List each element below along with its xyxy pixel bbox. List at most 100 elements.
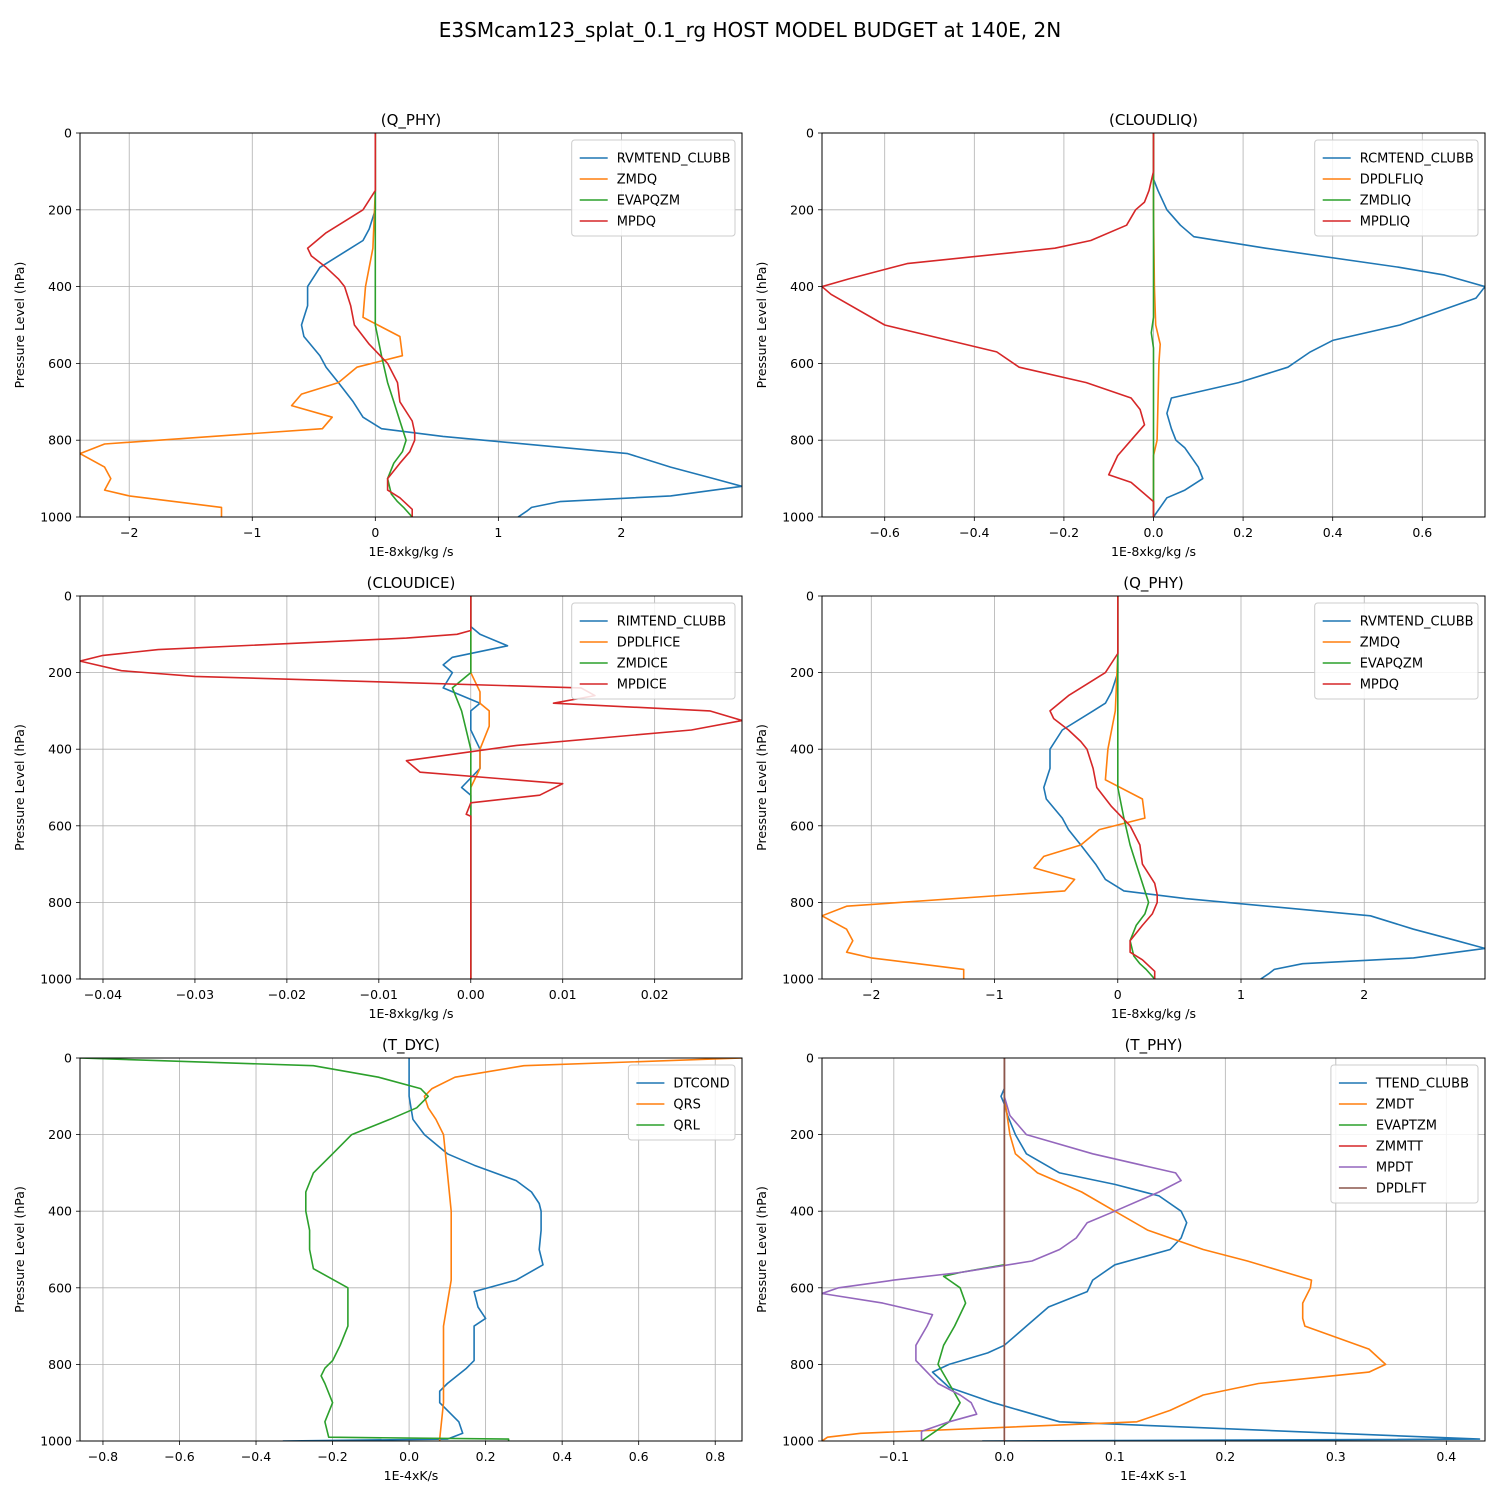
- x-tick-label: 0.8: [705, 1449, 725, 1464]
- x-tick-label: −1: [243, 525, 261, 540]
- y-tick-label: 0: [806, 589, 814, 604]
- chart-panel-2: −0.6 −0.4 −0.2 0.0 0.2 0.4 0.6 0 200 400 600 800 100…: [754, 111, 1486, 559]
- y-tick-label: 1000: [40, 510, 72, 525]
- x-tick-label: −0.8: [88, 1449, 118, 1464]
- y-tick-label: 600: [790, 818, 814, 833]
- series-group: [822, 133, 1485, 517]
- y-tick-label: 400: [790, 1204, 814, 1219]
- series-line-rcmtend_clubb: [1152, 133, 1485, 517]
- x-tick-label: 0.0: [1144, 525, 1164, 540]
- series-group: [80, 1058, 742, 1441]
- y-axis-label: Pressure Level (hPa): [754, 724, 769, 851]
- legend-frame: [1330, 1064, 1479, 1204]
- y-tick-label: 1000: [782, 510, 814, 525]
- legend-label: TTEND_CLUBB: [1375, 1077, 1469, 1092]
- y-axis-label: Pressure Level (hPa): [754, 262, 769, 389]
- panels: −2 −1 0 1 2 0 200 400 600 800 1000 (Q_PHY) 1E-8xkg/k…: [12, 111, 1486, 1483]
- legend-frame: [571, 139, 736, 237]
- axes-frame: [79, 1057, 743, 1442]
- x-axis-label: 1E-8xkg/kg /s: [369, 1006, 454, 1021]
- legend-frame: [1314, 139, 1479, 237]
- panel-title: (T_PHY): [1125, 1036, 1183, 1055]
- y-tick-label: 800: [48, 895, 72, 910]
- chart-panel-4: −2 −1 0 1 2 0 200 400 600 800 1000 (Q_PHY) 1E-8xkg/k…: [754, 574, 1486, 1021]
- series-line-evaptzm: [921, 1058, 1006, 1441]
- legend-label: RVMTEND_CLUBB: [617, 152, 731, 167]
- chart-panel-5: −0.8 −0.6 −0.4 −0.2 0.0 0.2 0.4 0.6 0.8 0 200 400 60…: [12, 1036, 743, 1483]
- x-tick-label: −2: [862, 987, 880, 1002]
- legend-label: ZMDQ: [1360, 636, 1400, 651]
- series-line-dpdlfliq: [1152, 133, 1161, 517]
- y-tick-label: 200: [790, 665, 814, 680]
- y-tick-label: 400: [790, 279, 814, 294]
- x-tick-label: 0.1: [1105, 1449, 1125, 1464]
- x-tick-label: −0.03: [176, 987, 214, 1002]
- figure-title: E3SMcam123_splat_0.1_rg HOST MODEL BUDGE…: [439, 18, 1061, 42]
- legend-label: RVMTEND_CLUBB: [1360, 615, 1474, 630]
- y-tick-label: 400: [48, 1204, 72, 1219]
- axes-frame: [821, 132, 1486, 518]
- x-tick-label: −0.01: [360, 987, 398, 1002]
- legend-label: DPDLFT: [1376, 1182, 1426, 1197]
- x-tick-label: 2: [617, 525, 625, 540]
- series-line-rvmtend_clubb: [1043, 596, 1485, 979]
- panel-title: (Q_PHY): [381, 111, 442, 130]
- series-group: [80, 133, 742, 517]
- legend-label: EVAPQZM: [617, 194, 680, 209]
- legend: RVMTEND_CLUBB ZMDQ EVAPQZM MPDQ: [571, 139, 736, 237]
- y-tick-label: 600: [48, 818, 72, 833]
- x-tick-label: −0.2: [1049, 525, 1079, 540]
- series-line-evapqzm: [374, 133, 413, 517]
- x-tick-label: 1: [1237, 987, 1245, 1002]
- series-line-ttend_clubb: [931, 1058, 1481, 1441]
- y-tick-label: 200: [48, 1127, 72, 1142]
- legend-label: QRS: [673, 1098, 701, 1113]
- x-tick-label: 1: [494, 525, 502, 540]
- axes-frame: [79, 595, 743, 980]
- x-tick-label: −1: [985, 987, 1003, 1002]
- x-tick-label: 0.2: [476, 1449, 496, 1464]
- series-line-zmdt: [822, 1058, 1387, 1441]
- y-tick-label: 200: [790, 202, 814, 217]
- y-tick-label: 600: [48, 356, 72, 371]
- x-tick-label: −0.04: [84, 987, 122, 1002]
- x-tick-label: 0.2: [1215, 1449, 1235, 1464]
- y-tick-label: 1000: [782, 1434, 814, 1449]
- legend-label: ZMMTT: [1376, 1140, 1423, 1155]
- series-line-rimtend_clubb: [442, 596, 509, 979]
- x-tick-label: 0.02: [641, 987, 669, 1002]
- x-tick-label: 0: [1114, 987, 1122, 1002]
- x-axis-label: 1E-8xkg/kg /s: [1111, 1006, 1196, 1021]
- y-tick-label: 800: [790, 1357, 814, 1372]
- y-tick-label: 600: [790, 1280, 814, 1295]
- y-tick-label: 0: [806, 126, 814, 141]
- y-tick-label: 1000: [782, 972, 814, 987]
- chart-panel-6: −0.1 0.0 0.1 0.2 0.3 0.4 0 200 400 600 800 1000 (T_P…: [754, 1036, 1486, 1483]
- x-tick-label: 0.00: [457, 987, 485, 1002]
- legend-label: QRL: [673, 1119, 700, 1134]
- legend-label: EVAPTZM: [1376, 1119, 1437, 1134]
- legend-label: MPDT: [1376, 1161, 1413, 1176]
- y-tick-label: 800: [48, 1357, 72, 1372]
- axes-frame: [821, 1057, 1486, 1442]
- y-tick-label: 400: [48, 279, 72, 294]
- series-line-zmdliq: [1150, 133, 1155, 517]
- series-group: [80, 596, 742, 979]
- x-tick-label: −0.6: [164, 1449, 194, 1464]
- y-tick-label: 0: [64, 1051, 72, 1066]
- legend-label: MPDQ: [1360, 678, 1399, 693]
- legend-frame: [1314, 602, 1479, 700]
- legend-label: ZMDT: [1376, 1098, 1414, 1113]
- series-line-mpdt: [822, 1058, 1182, 1441]
- legend: RIMTEND_CLUBB DPDLFICE ZMDICE MPDICE: [571, 602, 736, 700]
- series-line-qrs: [423, 1058, 742, 1441]
- x-axis-label: 1E-4xK/s: [384, 1468, 439, 1483]
- panel-title: (CLOUDLIQ): [1109, 111, 1198, 129]
- chart-panel-3: −0.04 −0.03 −0.02 −0.01 0.00 0.01 0.02 0 200 400 6…: [12, 574, 743, 1021]
- legend: DTCOND QRS QRL: [627, 1064, 736, 1141]
- panel-title: (CLOUDICE): [367, 574, 456, 592]
- y-axis-label: Pressure Level (hPa): [12, 1186, 27, 1313]
- series-line-qrl: [80, 1058, 510, 1441]
- series-line-evapqzm: [1117, 596, 1156, 979]
